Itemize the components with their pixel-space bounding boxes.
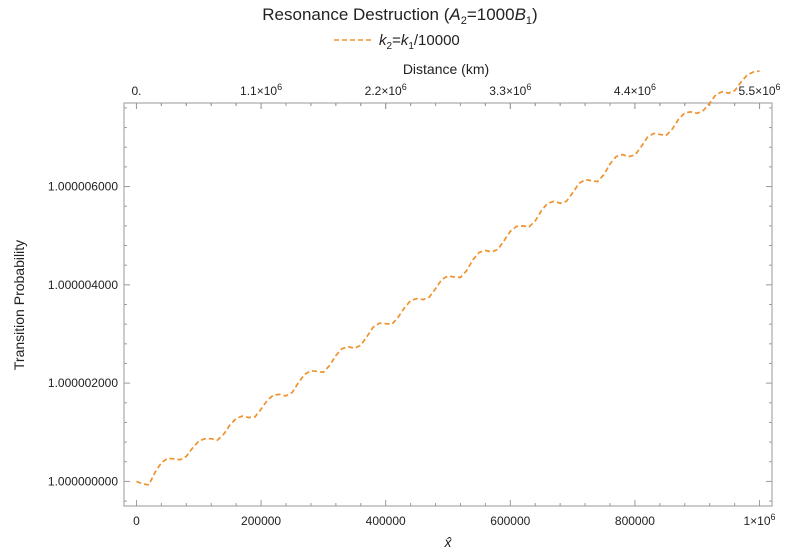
- y-tick-label: 1.000000000: [48, 474, 118, 488]
- x-tick-label: 600000: [490, 514, 530, 528]
- series-line: [136, 70, 760, 486]
- top-tick-label: 4.4×106: [614, 82, 656, 98]
- legend: k2=k1/10000: [334, 32, 460, 52]
- y-tick-label: 1.000002000: [48, 376, 118, 390]
- legend-label: k2=k1/10000: [379, 32, 460, 52]
- x-tick-label: 800000: [615, 514, 655, 528]
- top-tick-label: 2.2×106: [365, 82, 407, 98]
- x-tick-label: 0: [133, 514, 140, 528]
- x-tick-label: 200000: [241, 514, 281, 528]
- top-tick-label: 1.1×106: [240, 82, 282, 98]
- x-axis-title: x̂: [444, 534, 453, 550]
- top-axis-title: Distance (km): [403, 61, 489, 77]
- plot-frame: [123, 102, 773, 507]
- series-layer: [136, 70, 760, 486]
- chart-title: Resonance Destruction (A2=1000B1): [262, 5, 537, 27]
- y-axis-title: Transition Probability: [11, 240, 27, 370]
- top-tick-label: 3.3×106: [489, 82, 531, 98]
- x-tick-label: 1×106: [744, 512, 776, 528]
- x-axis-ticks: 0 200000 400000 600000 800000 1×106: [133, 103, 776, 528]
- y-axis-ticks: 1.000000000 1.000002000 1.000004000 1.00000…: [48, 107, 772, 502]
- top-tick-label: 5.5×106: [739, 82, 781, 98]
- top-tick-label: 0.: [131, 84, 141, 98]
- top-axis-ticks: 0. 1.1×106 2.2×106 3.3×106 4.4×106 5.5×106: [131, 82, 781, 109]
- y-tick-label: 1.000006000: [48, 180, 118, 194]
- y-tick-label: 1.000004000: [48, 278, 118, 292]
- x-tick-label: 400000: [366, 514, 406, 528]
